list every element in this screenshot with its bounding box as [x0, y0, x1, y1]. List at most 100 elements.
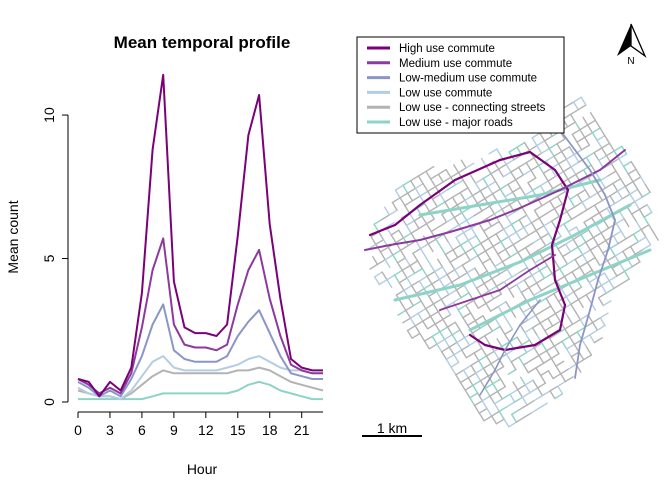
- map-street: [455, 231, 465, 239]
- map-street: [531, 274, 538, 284]
- map-street: [573, 343, 580, 353]
- map-street: [493, 350, 500, 360]
- map-street: [518, 404, 528, 411]
- map-street: [472, 247, 479, 257]
- series-line-2: [77, 237, 323, 395]
- map-street: [464, 384, 474, 391]
- map-street: [601, 147, 608, 157]
- map-street: [418, 280, 425, 290]
- map-street: [472, 299, 479, 309]
- map-street: [519, 324, 526, 334]
- map-street: [598, 154, 608, 162]
- map-street: [559, 268, 566, 278]
- map-street: [422, 315, 432, 322]
- y-tick-label: 0: [41, 398, 57, 406]
- map-street: [556, 328, 566, 335]
- map-street: [495, 228, 505, 235]
- map-street: [409, 317, 416, 327]
- map-street: [599, 175, 609, 182]
- map-street: [579, 124, 589, 131]
- legend-label: Medium use commute: [399, 58, 512, 70]
- map-street: [507, 368, 517, 375]
- map-commute-route: [468, 333, 487, 347]
- map-street: [483, 230, 490, 240]
- map-street: [562, 166, 572, 173]
- north-arrow-label: N: [627, 56, 634, 67]
- map-street: [596, 192, 603, 202]
- map-street: [393, 274, 400, 284]
- map-street: [501, 203, 511, 210]
- map-street: [412, 252, 419, 262]
- map-street: [566, 210, 573, 221]
- map-street: [507, 231, 517, 238]
- map-street: [411, 285, 418, 295]
- map-street: [558, 158, 568, 165]
- map-street: [441, 351, 448, 361]
- map-street: [533, 342, 543, 349]
- map-street: [499, 183, 509, 190]
- map-street: [524, 246, 531, 256]
- map-street: [599, 127, 606, 137]
- map-street: [573, 291, 580, 301]
- map-street: [522, 359, 532, 366]
- map-street: [469, 312, 476, 322]
- map-street: [505, 353, 512, 363]
- map-street: [541, 252, 551, 259]
- map-street: [589, 249, 596, 259]
- map-street: [406, 277, 413, 287]
- map-street: [490, 305, 499, 312]
- map-street: [591, 127, 601, 134]
- map-street: [457, 309, 464, 319]
- map-street: [413, 215, 423, 222]
- x-tick-label: 3: [106, 422, 114, 438]
- map-street: [425, 165, 435, 173]
- map-street: [446, 269, 456, 276]
- map-street: [599, 312, 609, 319]
- map-street: [439, 188, 449, 196]
- map-street: [470, 360, 480, 367]
- map-street: [563, 223, 570, 233]
- map-street: [622, 165, 629, 175]
- map-street: [544, 325, 554, 332]
- map-street: [474, 182, 481, 192]
- map-commute-route: [597, 249, 609, 281]
- map-street: [491, 278, 498, 288]
- map-street: [596, 134, 606, 142]
- map-street: [523, 141, 530, 152]
- map-street: [591, 131, 598, 142]
- x-tick-label: 21: [294, 422, 310, 438]
- map-street: [474, 177, 484, 184]
- map-street: [589, 329, 599, 336]
- map-street: [557, 300, 564, 310]
- map-street: [503, 418, 510, 428]
- map-street: [408, 297, 415, 307]
- map-street: [524, 384, 531, 394]
- map-street: [485, 355, 492, 365]
- map-street: [634, 248, 644, 255]
- map-street: [524, 379, 534, 386]
- map-street: [629, 188, 639, 195]
- map-street: [518, 266, 528, 273]
- map-street: [561, 150, 568, 160]
- map-street: [576, 141, 583, 151]
- map-street: [629, 245, 636, 255]
- map-street: [455, 236, 462, 246]
- map-major-road: [573, 203, 632, 237]
- map-street: [536, 140, 546, 147]
- map-street: [512, 381, 519, 391]
- map-street: [490, 168, 500, 175]
- map-street: [604, 134, 611, 145]
- map-street: [476, 197, 486, 205]
- map-commute-route: [479, 369, 496, 396]
- map-street: [504, 191, 514, 198]
- map-street: [430, 173, 440, 180]
- map-street: [609, 190, 619, 197]
- map-street: [484, 193, 494, 200]
- map-street: [596, 139, 603, 149]
- map-street: [564, 376, 574, 383]
- map-street: [561, 336, 571, 343]
- map-street: [369, 263, 379, 270]
- map-street: [422, 320, 429, 330]
- map-street: [597, 292, 607, 299]
- map-street: [535, 229, 542, 239]
